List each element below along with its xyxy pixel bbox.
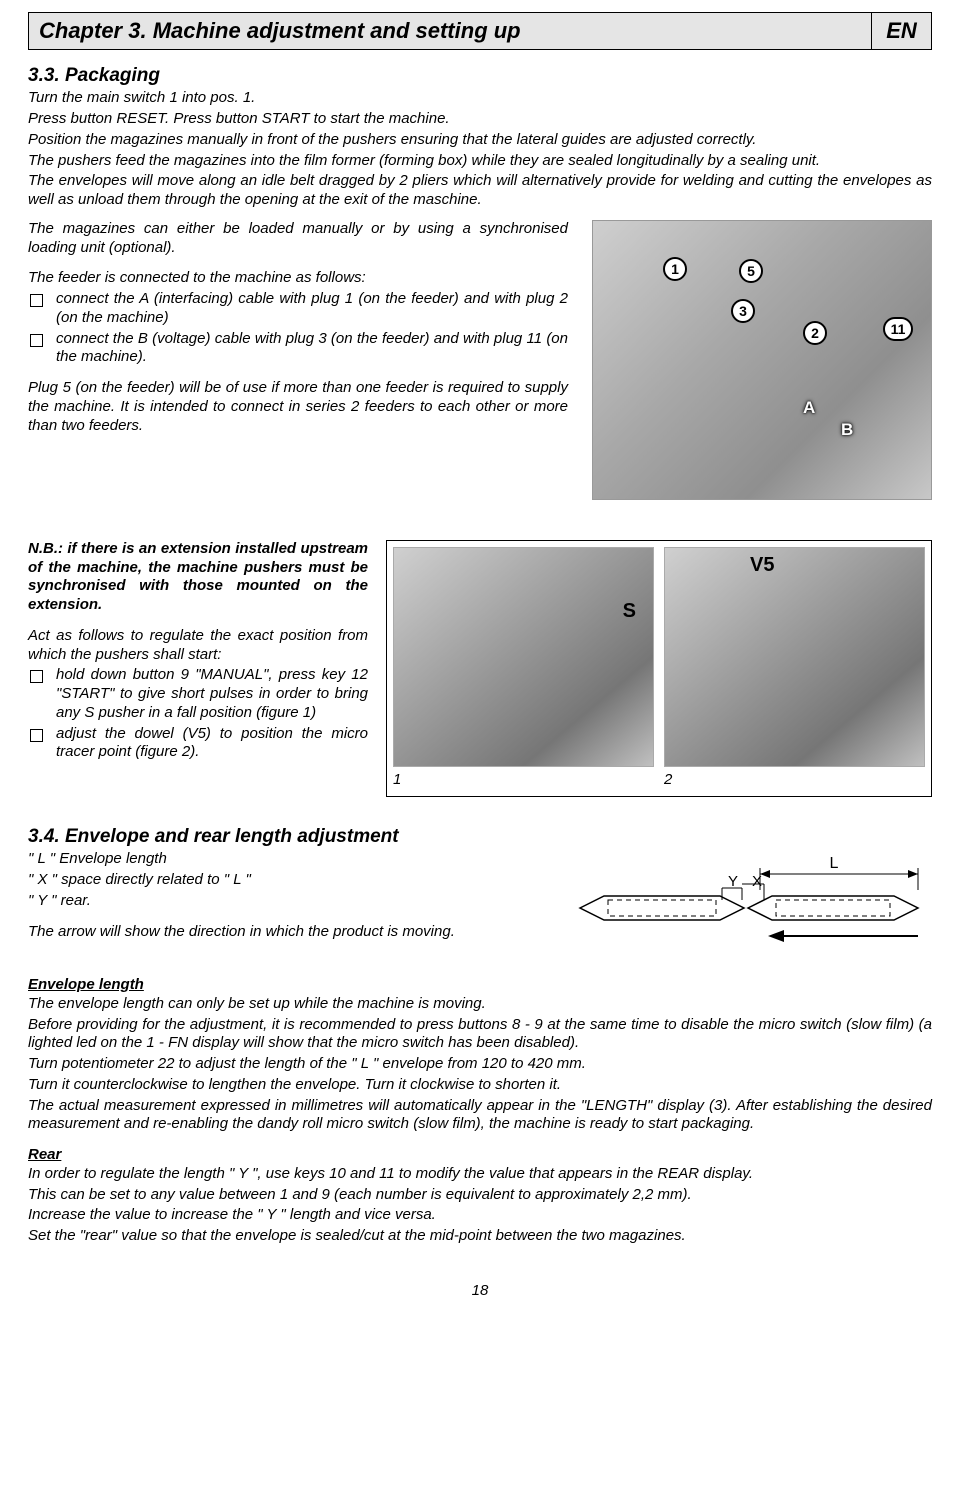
mark-V5: V5 — [750, 553, 774, 578]
envelope-diagram: L Y X — [572, 850, 932, 966]
rear-p1: In order to regulate the length " Y ", u… — [28, 1165, 932, 1184]
s34-def-L: " L " Envelope length — [28, 850, 544, 869]
env-p1: The envelope length can only be set up w… — [28, 995, 932, 1014]
s34-defs: " L " Envelope length " X " space direct… — [28, 850, 544, 943]
lang-badge: EN — [871, 13, 931, 49]
chapter-header: Chapter 3. Machine adjustment and settin… — [28, 12, 932, 50]
nb-caption-2: 2 — [664, 771, 925, 790]
s34-def-X: " X " space directly related to " L " — [28, 871, 544, 890]
feeder-connect-item-2: connect the B (voltage) cable with plug … — [28, 330, 568, 368]
mark-S: S — [623, 599, 636, 624]
s33-figure: 1 5 3 2 11 A B — [592, 220, 932, 500]
callout-5: 5 — [739, 259, 763, 283]
label-B: B — [841, 419, 853, 440]
env-p2: Before providing for the adjustment, it … — [28, 1016, 932, 1054]
rear-heading: Rear — [28, 1146, 61, 1165]
s33-col1-p3: Plug 5 (on the feeder) will be of use if… — [28, 379, 568, 435]
s33-p3: Position the magazines manually in front… — [28, 131, 932, 150]
s34-arrow: The arrow will show the direction in whi… — [28, 923, 544, 942]
rear-p3: Increase the value to increase the " Y "… — [28, 1206, 932, 1225]
s33-col1-p2: The feeder is connected to the machine a… — [28, 269, 568, 288]
nb-list: hold down button 9 "MANUAL", press key 1… — [28, 666, 368, 762]
s33-p2: Press button RESET. Press button START t… — [28, 110, 932, 129]
env-p3: Turn potentiometer 22 to adjust the leng… — [28, 1055, 932, 1074]
chapter-title: Chapter 3. Machine adjustment and settin… — [29, 13, 871, 49]
rear-p4: Set the "rear" value so that the envelop… — [28, 1227, 932, 1246]
callout-1: 1 — [663, 257, 687, 281]
section-3-4-heading: 3.4. Envelope and rear length adjustment — [28, 825, 932, 849]
s33-p5: The envelopes will move along an idle be… — [28, 172, 932, 210]
s33-p1: Turn the main switch 1 into pos. 1. — [28, 89, 932, 108]
nb-bold: N.B.: if there is an extension installed… — [28, 540, 368, 615]
env-p4: Turn it counterclockwise to lengthen the… — [28, 1076, 932, 1095]
nb-item-2: adjust the dowel (V5) to position the mi… — [28, 725, 368, 763]
nb-item-1: hold down button 9 "MANUAL", press key 1… — [28, 666, 368, 722]
feeder-connect-item-1: connect the A (interfacing) cable with p… — [28, 290, 568, 328]
callout-2: 2 — [803, 321, 827, 345]
diag-label-X: X — [752, 873, 762, 890]
page-number: 18 — [28, 1282, 932, 1301]
nb-photo-2 — [664, 547, 925, 767]
feeder-connect-list: connect the A (interfacing) cable with p… — [28, 290, 568, 367]
nb-photo-1 — [393, 547, 654, 767]
nb-figure-2: V5 2 — [664, 547, 925, 790]
callout-11: 11 — [883, 317, 913, 341]
nb-figure-1: S 1 — [393, 547, 654, 790]
diag-label-Y: Y — [728, 873, 738, 890]
s34-def-Y: " Y " rear. — [28, 892, 544, 911]
nb-figure-box: S 1 V5 2 — [386, 540, 932, 797]
envelope-svg: L Y X — [572, 850, 932, 960]
rear-p2: This can be set to any value between 1 a… — [28, 1186, 932, 1205]
nb-text-column: N.B.: if there is an extension installed… — [28, 540, 368, 764]
envelope-length-heading: Envelope length — [28, 976, 144, 995]
s33-p4: The pushers feed the magazines into the … — [28, 152, 932, 171]
s33-left-column: The magazines can either be loaded manua… — [28, 220, 568, 500]
section-3-3-heading: 3.3. Packaging — [28, 64, 932, 88]
nb-caption-1: 1 — [393, 771, 654, 790]
machine-photo-1: 1 5 3 2 11 A B — [592, 220, 932, 500]
nb-p1: Act as follows to regulate the exact pos… — [28, 627, 368, 665]
s33-col1-p1: The magazines can either be loaded manua… — [28, 220, 568, 258]
callout-3: 3 — [731, 299, 755, 323]
env-p5: The actual measurement expressed in mill… — [28, 1097, 932, 1135]
label-A: A — [803, 397, 815, 418]
diag-label-L: L — [830, 855, 839, 872]
